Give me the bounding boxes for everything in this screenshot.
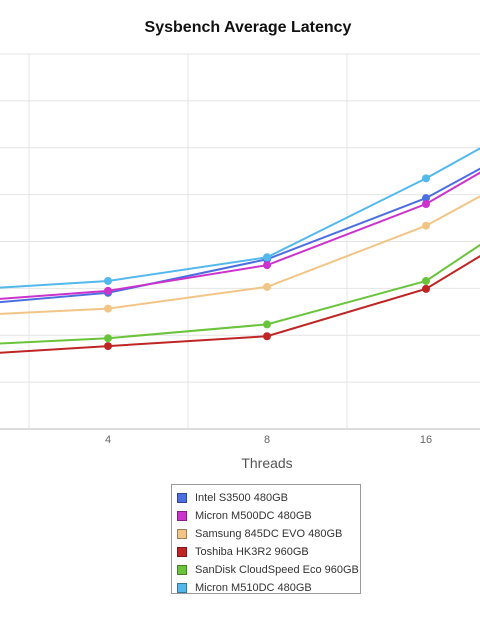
data-point [422,284,430,293]
legend-item: Toshiba HK3R2 960GB [177,543,360,561]
series-line [0,195,480,315]
legend-swatch [177,565,187,575]
legend-item: Micron M510DC 480GB [177,579,360,597]
data-point [263,282,271,291]
legend-item: SanDisk CloudSpeed Eco 960GB [177,561,360,579]
data-point [104,334,112,343]
series-line [0,147,480,289]
data-point [104,342,112,351]
chart-title: Sysbench Average Latency [144,19,352,36]
legend-swatch [177,529,187,539]
data-point [104,304,112,313]
legend-swatch [177,511,187,521]
data-point [263,253,271,262]
series-line [0,255,480,354]
x-tick-label: 4 [105,434,111,446]
x-axis-label: Threads [241,455,292,471]
line-chart: 4 8 16 Threads [0,53,480,471]
legend-swatch [177,583,187,593]
legend-label: Toshiba HK3R2 960GB [195,546,309,558]
x-tick-label: 8 [264,434,270,446]
data-point [422,174,430,183]
legend-label: Intel S3500 480GB [195,492,288,504]
data-point [263,332,271,341]
legend-swatch [177,547,187,557]
legend-item: Micron M500DC 480GB [177,507,360,525]
legend-item: Samsung 845DC EVO 480GB [177,525,360,543]
legend-item: Intel S3500 480GB [177,489,360,507]
x-tick-label: 16 [420,434,432,446]
series-line [0,243,480,345]
legend-label: SanDisk CloudSpeed Eco 960GB [195,564,359,576]
data-point [263,261,271,270]
data-point [422,194,430,203]
legend-label: Micron M500DC 480GB [195,510,312,522]
series-line [0,171,480,300]
data-point [263,320,271,329]
data-point [422,276,430,285]
plot-area [0,147,480,354]
data-point [104,286,112,295]
series-line [0,167,480,304]
legend-label: Samsung 845DC EVO 480GB [195,528,343,540]
legend-swatch [177,493,187,503]
chart-legend: Intel S3500 480GB Micron M500DC 480GB Sams… [171,484,361,594]
data-point [422,221,430,230]
data-point [422,200,430,208]
data-point [104,276,112,285]
legend-label: Micron M510DC 480GB [195,582,312,594]
